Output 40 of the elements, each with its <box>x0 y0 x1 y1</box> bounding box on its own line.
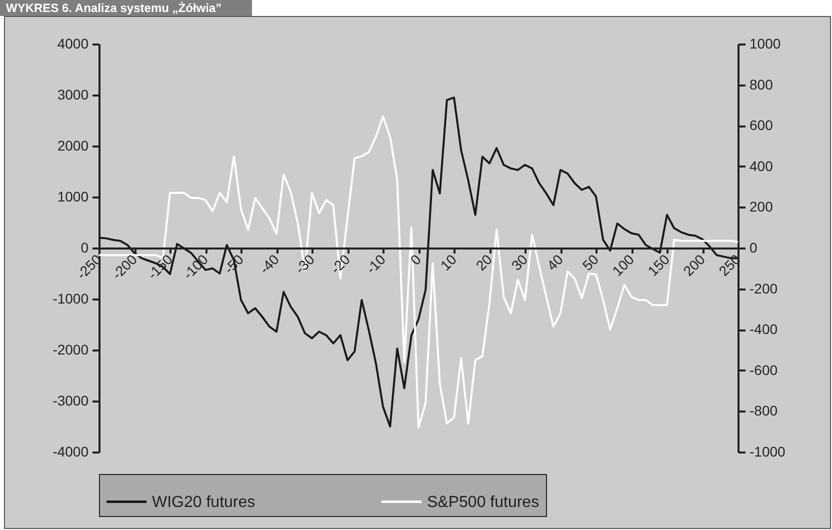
x-tick-label: 50 <box>579 250 602 274</box>
y-tick-label: -1000 <box>52 290 89 306</box>
x-tick-label: 30 <box>508 250 531 274</box>
y2-tick-label: -1000 <box>750 444 786 460</box>
x-tick-label: -150 <box>144 250 176 282</box>
x-tick-label: 20 <box>472 250 496 274</box>
x-tick-label: 150 <box>644 250 673 279</box>
x-tick-label: -200 <box>108 250 140 282</box>
y-tick-label: -2000 <box>52 342 89 358</box>
x-tick-label: 200 <box>680 250 708 279</box>
x-tick-label: -50 <box>220 250 247 277</box>
y2-tick-label: 1000 <box>750 36 781 52</box>
x-tick-label: -30 <box>292 250 318 277</box>
y-tick-label: 1000 <box>57 188 89 204</box>
x-tick-label: 0 <box>407 250 424 268</box>
x-tick-label: -40 <box>256 250 282 277</box>
x-tick-label: -20 <box>327 250 354 277</box>
y2-tick-label: -800 <box>750 402 778 419</box>
x-tick-label: -100 <box>180 250 212 282</box>
y2-tick-label: 800 <box>750 76 774 92</box>
x-tick-label: 100 <box>609 250 638 279</box>
x-tick-label: 40 <box>544 250 566 274</box>
y2-tick-label: 200 <box>750 198 774 215</box>
y2-tick-label: 0 <box>750 240 758 256</box>
x-tick-label: -10 <box>362 250 389 277</box>
y-tick-label: -4000 <box>52 444 89 460</box>
legend-label: WIG20 futures <box>152 494 256 511</box>
y-tick-label: 4000 <box>57 36 89 52</box>
y2-tick-label: 600 <box>750 117 774 134</box>
y2-tick-label: -200 <box>750 280 778 296</box>
x-tick-label: 10 <box>437 250 460 274</box>
chart-title: WYKRES 6. Analiza systemu „Żółwia” <box>0 0 252 16</box>
y-tick-label: 2000 <box>57 138 89 154</box>
legend-label: S&P500 futures <box>427 494 540 511</box>
y2-tick-label: 400 <box>750 158 774 174</box>
y-tick-label: -3000 <box>52 392 89 408</box>
y2-tick-label: -600 <box>750 362 778 378</box>
y-tick-label: 0 <box>80 240 89 256</box>
y2-tick-label: -400 <box>750 321 778 338</box>
y-tick-label: 3000 <box>57 86 89 102</box>
